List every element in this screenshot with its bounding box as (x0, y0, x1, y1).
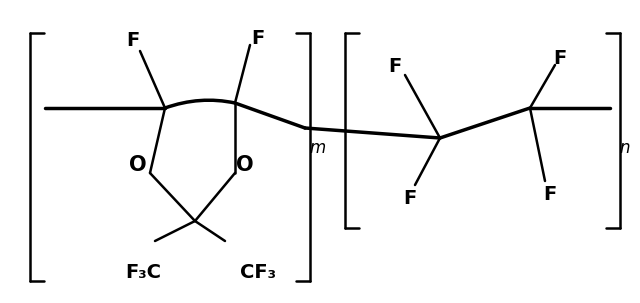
Text: O: O (236, 155, 254, 175)
Text: F: F (126, 32, 140, 51)
Text: m: m (310, 139, 326, 157)
Text: F: F (252, 28, 264, 48)
Text: F: F (403, 188, 417, 208)
Text: F₃C: F₃C (125, 264, 161, 282)
Text: n: n (620, 139, 630, 157)
Text: F: F (388, 58, 402, 76)
Text: F: F (543, 185, 557, 205)
Text: F: F (554, 49, 566, 68)
Text: CF₃: CF₃ (240, 264, 276, 282)
Text: O: O (129, 155, 147, 175)
